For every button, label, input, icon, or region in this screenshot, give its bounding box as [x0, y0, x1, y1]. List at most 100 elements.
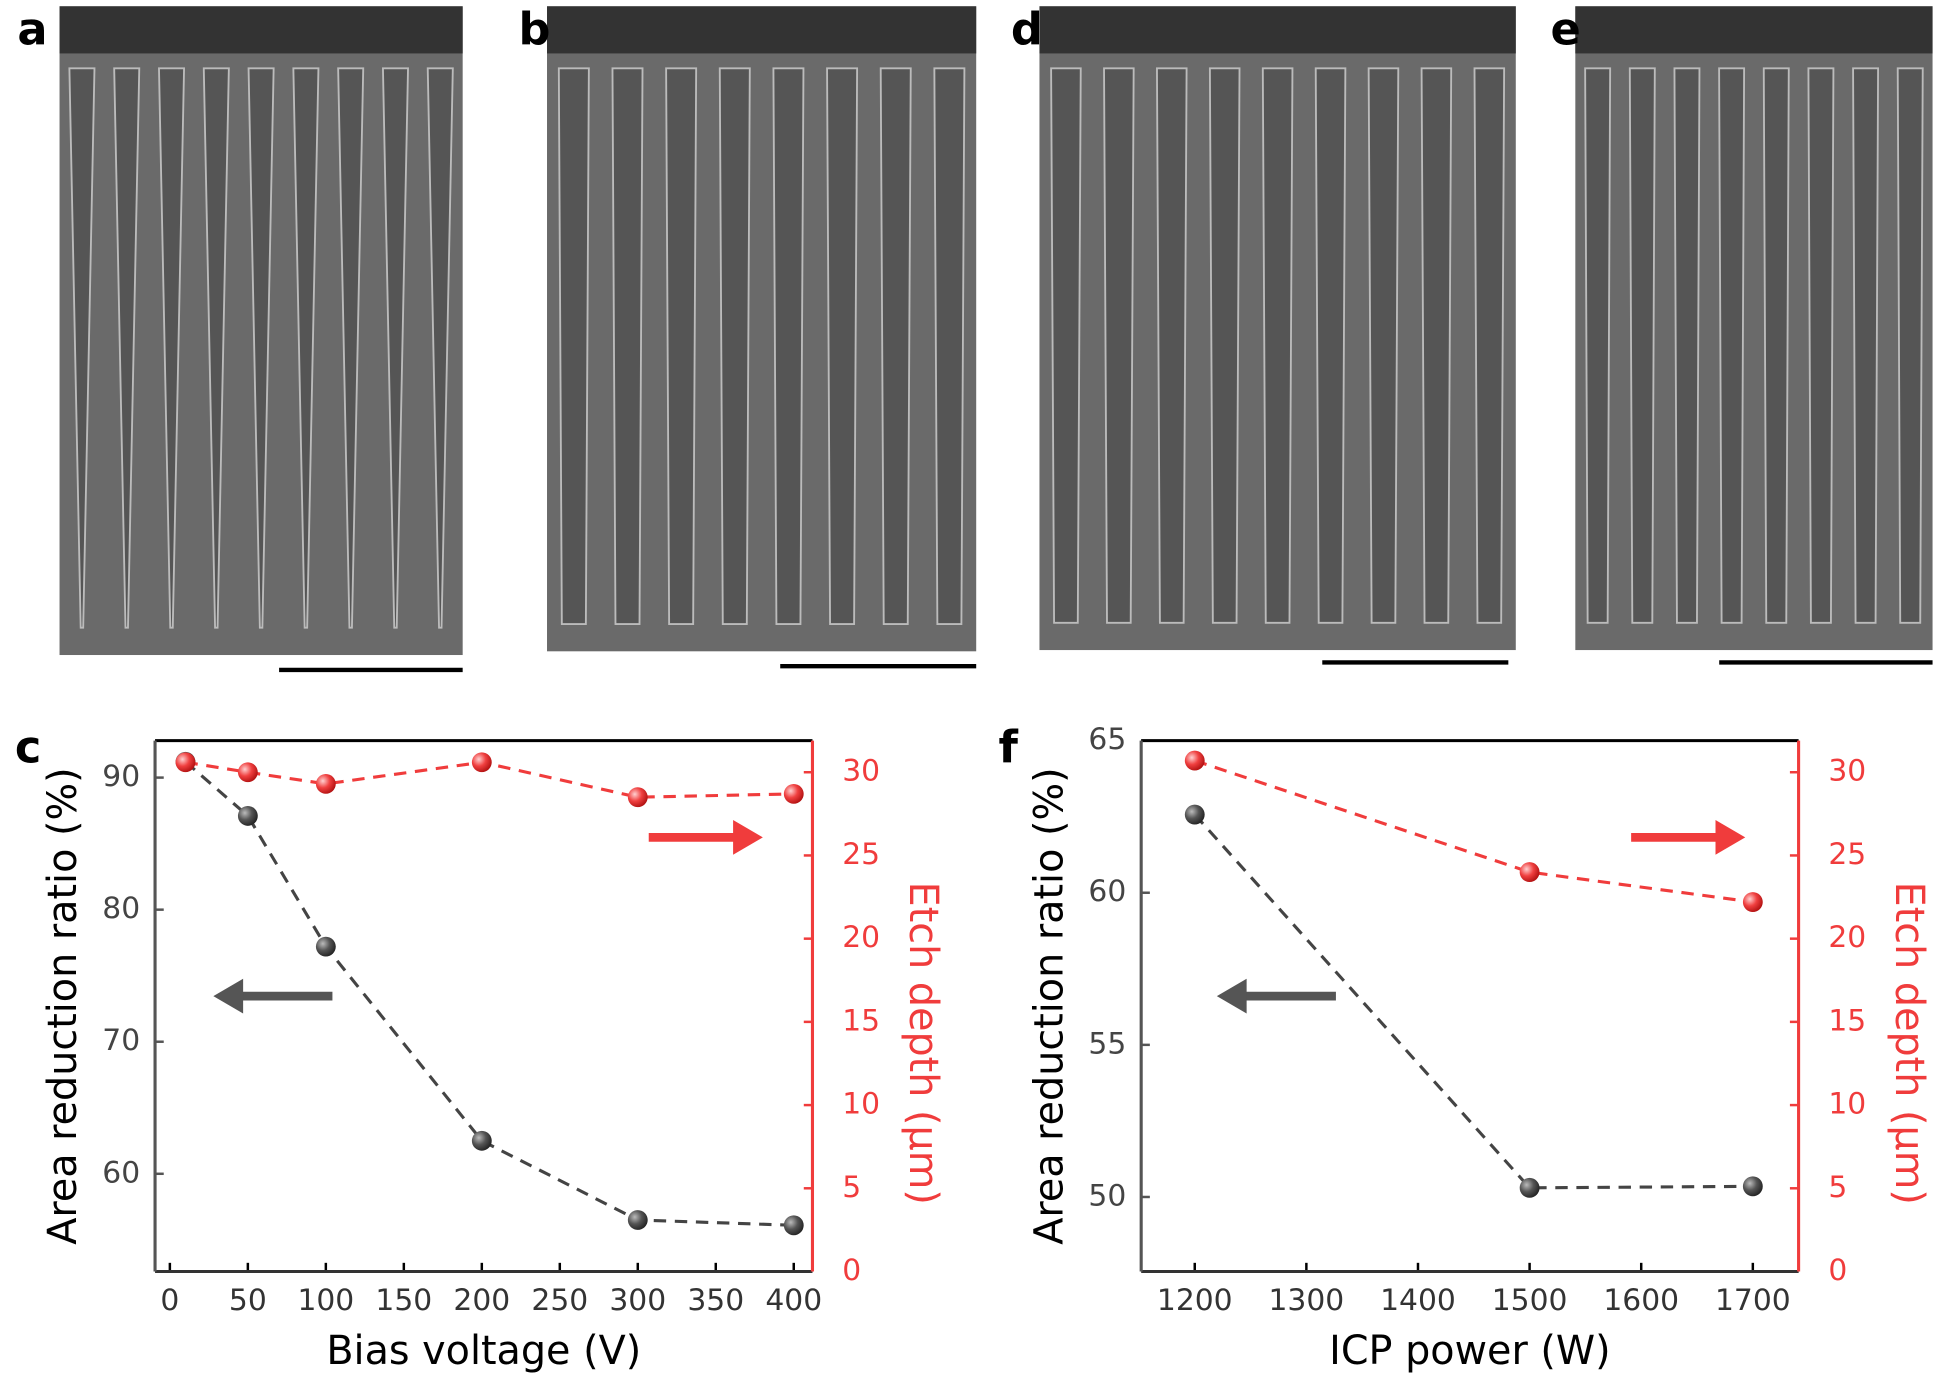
y2-tick-label: 10 [1828, 1087, 1866, 1122]
trench [879, 67, 912, 625]
trench [1673, 67, 1701, 624]
trench [933, 67, 966, 625]
x-tick-label: 100 [297, 1283, 354, 1318]
x-tick-label: 1600 [1603, 1283, 1679, 1318]
data-point [175, 752, 196, 773]
trench [292, 67, 320, 629]
trench [202, 67, 230, 629]
trench [1896, 67, 1924, 624]
y-tick-label: 70 [102, 1023, 140, 1058]
y-tick-label: 55 [1088, 1026, 1126, 1061]
x-axis-label: Bias voltage (V) [326, 1328, 641, 1374]
y2-tick-label: 20 [842, 920, 880, 955]
x-tick-label: 300 [609, 1283, 666, 1318]
data-point [1184, 804, 1205, 825]
y2-tick-label: 0 [1828, 1253, 1847, 1288]
arrow-head [733, 820, 763, 855]
x-tick-label: 1700 [1715, 1283, 1791, 1318]
trench [247, 67, 275, 629]
y2-tick-label: 5 [1828, 1170, 1847, 1205]
panel-label: e [1551, 3, 1581, 55]
y-axis-label: Area reduction ratio (%) [1026, 767, 1072, 1244]
arrow-head [213, 978, 244, 1014]
sem-image [547, 6, 977, 652]
trench [1367, 67, 1400, 624]
data-point [1519, 1177, 1540, 1198]
trench [1852, 67, 1880, 624]
trench [1156, 67, 1188, 624]
data-point [237, 762, 258, 783]
panel-label: f [999, 722, 1019, 774]
y-tick-label: 90 [102, 759, 140, 794]
trench [1473, 67, 1506, 624]
x-tick-label: 1400 [1380, 1283, 1456, 1318]
panel-label: b [518, 3, 550, 55]
panel-label: d [1011, 3, 1043, 55]
trench [718, 67, 751, 625]
data-point [315, 936, 336, 957]
trench [1314, 67, 1347, 624]
data-point [237, 805, 258, 826]
trench [1762, 67, 1790, 624]
x-tick-label: 400 [765, 1283, 822, 1318]
sem-mask [1039, 6, 1516, 54]
sem-image [1575, 6, 1933, 651]
y-axis-label: Area reduction ratio (%) [40, 767, 86, 1244]
trench [1628, 67, 1656, 624]
trench [557, 67, 590, 625]
data-point [783, 1215, 804, 1236]
panel-label: c [15, 722, 41, 774]
trench [826, 67, 859, 625]
trench [1103, 67, 1135, 624]
trench [381, 67, 409, 629]
x-tick-label: 1500 [1492, 1283, 1568, 1318]
y2-tick-label: 0 [842, 1253, 861, 1288]
trench [1807, 67, 1835, 624]
x-tick-label: 0 [160, 1283, 179, 1318]
series-line [1193, 813, 1753, 1190]
trench [68, 67, 96, 629]
panel-label: a [17, 3, 47, 55]
y2-tick-label: 5 [842, 1170, 861, 1205]
data-point [783, 783, 804, 804]
x-tick-label: 200 [453, 1283, 510, 1318]
series-line [1194, 759, 1754, 904]
x-tick-label: 1200 [1157, 1283, 1233, 1318]
y2-tick-label: 30 [842, 754, 880, 789]
data-point [471, 752, 492, 773]
trench [426, 67, 454, 629]
trench [1050, 67, 1082, 624]
data-point [627, 1210, 648, 1230]
trench [1584, 67, 1612, 624]
sem-mask [1575, 6, 1933, 54]
data-point [1742, 1176, 1763, 1197]
y2-axis-label: Etch depth (μm) [1886, 882, 1932, 1205]
trench [611, 67, 644, 625]
y2-tick-label: 20 [1828, 920, 1866, 955]
y-tick-label: 80 [102, 891, 140, 926]
x-axis-label: ICP power (W) [1329, 1328, 1610, 1374]
x-tick-label: 250 [531, 1283, 588, 1318]
x-tick-label: 1300 [1269, 1283, 1345, 1318]
data-point [1742, 892, 1763, 912]
trench [158, 67, 186, 629]
y2-tick-label: 15 [842, 1003, 880, 1038]
y-tick-label: 60 [102, 1155, 140, 1190]
arrow-head [1216, 978, 1247, 1014]
x-tick-label: 50 [229, 1283, 267, 1318]
x-tick-label: 150 [375, 1283, 432, 1318]
data-point [1519, 862, 1540, 883]
sem-mask [547, 6, 977, 54]
y2-tick-label: 30 [1828, 754, 1866, 789]
x-tick-label: 350 [687, 1283, 744, 1318]
data-point [1184, 750, 1205, 771]
arrow-head [1715, 820, 1746, 855]
y2-tick-label: 10 [842, 1087, 880, 1122]
y2-tick-label: 25 [842, 837, 880, 872]
y-tick-label: 60 [1088, 874, 1126, 909]
y2-tick-label: 15 [1828, 1003, 1866, 1038]
data-point [315, 773, 336, 794]
series-line [184, 760, 794, 1227]
